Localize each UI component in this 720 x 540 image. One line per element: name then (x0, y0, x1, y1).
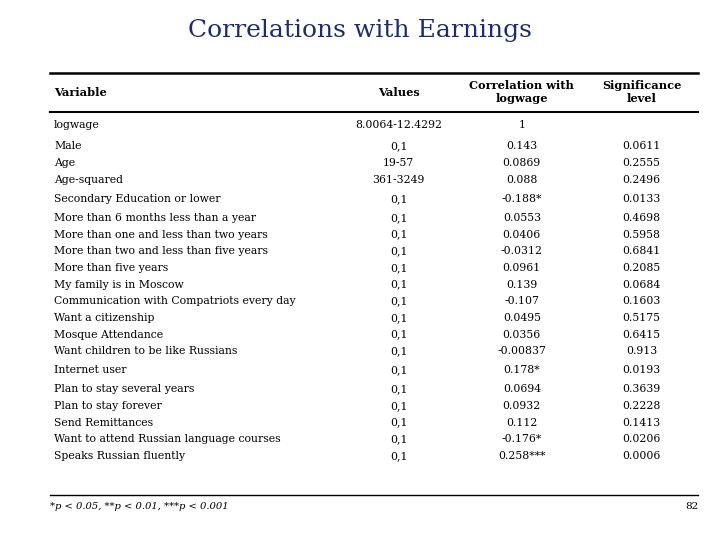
Text: -0.176*: -0.176* (502, 434, 542, 444)
Text: 0.0694: 0.0694 (503, 384, 541, 394)
Text: 0,1: 0,1 (390, 365, 408, 375)
Text: Age-squared: Age-squared (54, 175, 123, 185)
Text: 0.2555: 0.2555 (623, 158, 661, 168)
Text: Mosque Attendance: Mosque Attendance (54, 329, 163, 340)
Text: Variable: Variable (54, 87, 107, 98)
Text: Communication with Compatriots every day: Communication with Compatriots every day (54, 296, 296, 306)
Text: 0.143: 0.143 (506, 141, 537, 151)
Text: 0.0133: 0.0133 (623, 194, 661, 204)
Text: 19-57: 19-57 (383, 158, 414, 168)
Text: 0.0869: 0.0869 (503, 158, 541, 168)
Text: 0.258***: 0.258*** (498, 451, 546, 461)
Text: 0.0406: 0.0406 (503, 230, 541, 240)
Text: 0,1: 0,1 (390, 451, 408, 461)
Text: 1: 1 (518, 120, 526, 130)
Text: More than five years: More than five years (54, 263, 168, 273)
Text: 0.112: 0.112 (506, 418, 538, 428)
Text: Want a citizenship: Want a citizenship (54, 313, 155, 323)
Text: Correlation with
logwage: Correlation with logwage (469, 80, 575, 104)
Text: 0.0553: 0.0553 (503, 213, 541, 223)
Text: 0.178*: 0.178* (503, 365, 540, 375)
Text: 0,1: 0,1 (390, 246, 408, 256)
Text: Age: Age (54, 158, 75, 168)
Text: Plan to stay forever: Plan to stay forever (54, 401, 162, 411)
Text: 0,1: 0,1 (390, 313, 408, 323)
Text: 0,1: 0,1 (390, 296, 408, 306)
Text: 0.3639: 0.3639 (623, 384, 661, 394)
Text: 0.0961: 0.0961 (503, 263, 541, 273)
Text: *p < 0.05, **p < 0.01, ***p < 0.001: *p < 0.05, **p < 0.01, ***p < 0.001 (50, 502, 229, 511)
Text: Secondary Education or lower: Secondary Education or lower (54, 194, 220, 204)
Text: 0,1: 0,1 (390, 141, 408, 151)
Text: 0.6415: 0.6415 (623, 329, 661, 340)
Text: 0,1: 0,1 (390, 213, 408, 223)
Text: Significance
level: Significance level (602, 80, 681, 104)
Text: 361-3249: 361-3249 (372, 175, 425, 185)
Text: -0.00837: -0.00837 (498, 346, 546, 356)
Text: 0.5958: 0.5958 (623, 230, 661, 240)
Text: My family is in Moscow: My family is in Moscow (54, 280, 184, 289)
Text: 8.0064-12.4292: 8.0064-12.4292 (355, 120, 442, 130)
Text: 0.4698: 0.4698 (623, 213, 661, 223)
Text: Male: Male (54, 141, 81, 151)
Text: 0,1: 0,1 (390, 230, 408, 240)
Text: 0.6841: 0.6841 (623, 246, 661, 256)
Text: 0,1: 0,1 (390, 194, 408, 204)
Text: Want to attend Russian language courses: Want to attend Russian language courses (54, 434, 281, 444)
Text: Internet user: Internet user (54, 365, 127, 375)
Text: 0.2085: 0.2085 (623, 263, 661, 273)
Text: 0.139: 0.139 (506, 280, 537, 289)
Text: -0.0312: -0.0312 (501, 246, 543, 256)
Text: 0,1: 0,1 (390, 280, 408, 289)
Text: -0.188*: -0.188* (502, 194, 542, 204)
Text: 0,1: 0,1 (390, 384, 408, 394)
Text: 0.2496: 0.2496 (623, 175, 661, 185)
Text: Correlations with Earnings: Correlations with Earnings (188, 19, 532, 42)
Text: Want children to be like Russians: Want children to be like Russians (54, 346, 238, 356)
Text: -0.107: -0.107 (505, 296, 539, 306)
Text: Plan to stay several years: Plan to stay several years (54, 384, 194, 394)
Text: 82: 82 (685, 502, 698, 511)
Text: 0.0932: 0.0932 (503, 401, 541, 411)
Text: 0.0193: 0.0193 (623, 365, 661, 375)
Text: 0.0684: 0.0684 (623, 280, 661, 289)
Text: Send Remittances: Send Remittances (54, 418, 153, 428)
Text: 0.913: 0.913 (626, 346, 657, 356)
Text: 0,1: 0,1 (390, 401, 408, 411)
Text: 0.1603: 0.1603 (623, 296, 661, 306)
Text: 0.2228: 0.2228 (623, 401, 661, 411)
Text: 0.0611: 0.0611 (623, 141, 661, 151)
Text: More than 6 months less than a year: More than 6 months less than a year (54, 213, 256, 223)
Text: 0.0206: 0.0206 (623, 434, 661, 444)
Text: More than one and less than two years: More than one and less than two years (54, 230, 268, 240)
Text: Speaks Russian fluently: Speaks Russian fluently (54, 451, 185, 461)
Text: 0.1413: 0.1413 (623, 418, 661, 428)
Text: 0.0006: 0.0006 (623, 451, 661, 461)
Text: 0,1: 0,1 (390, 346, 408, 356)
Text: More than two and less than five years: More than two and less than five years (54, 246, 268, 256)
Text: 0,1: 0,1 (390, 329, 408, 340)
Text: 0.0495: 0.0495 (503, 313, 541, 323)
Text: logwage: logwage (54, 120, 100, 130)
Text: 0.088: 0.088 (506, 175, 538, 185)
Text: Values: Values (378, 87, 420, 98)
Text: 0,1: 0,1 (390, 418, 408, 428)
Text: 0,1: 0,1 (390, 263, 408, 273)
Text: 0,1: 0,1 (390, 434, 408, 444)
Text: 0.5175: 0.5175 (623, 313, 661, 323)
Text: 0.0356: 0.0356 (503, 329, 541, 340)
